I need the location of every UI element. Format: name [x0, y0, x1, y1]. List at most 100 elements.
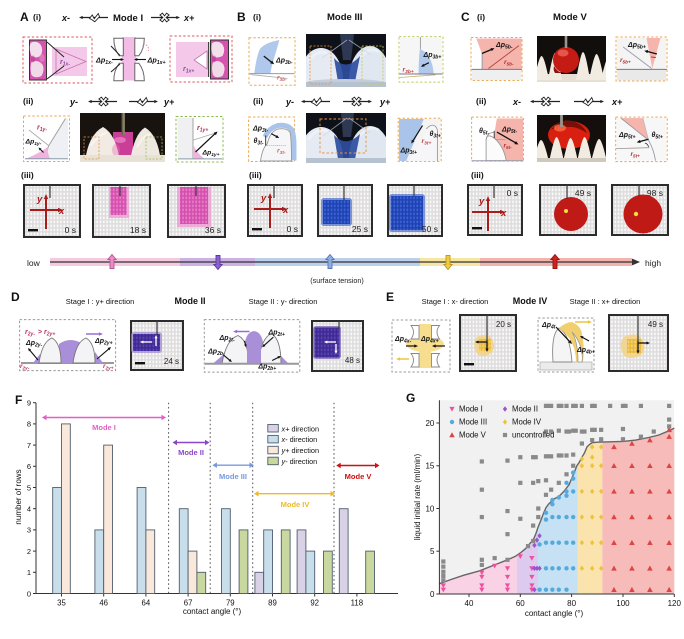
- svg-text:B: B: [237, 10, 246, 24]
- svg-text:(i): (i): [253, 12, 261, 22]
- svg-text:Mode II: Mode II: [512, 405, 538, 414]
- svg-text:Mode IV: Mode IV: [513, 296, 548, 306]
- svg-text:Mode III: Mode III: [219, 472, 247, 481]
- svg-text:6: 6: [27, 462, 31, 471]
- svg-text:Stage II : y- direction: Stage II : y- direction: [249, 297, 318, 306]
- svg-text:(iii): (iii): [21, 170, 34, 180]
- svg-text:35: 35: [57, 599, 66, 608]
- svg-text:F: F: [15, 393, 22, 407]
- svg-text:uncontrolled: uncontrolled: [512, 431, 554, 440]
- svg-text:49 s: 49 s: [575, 188, 591, 198]
- svg-text:25 s: 25 s: [352, 224, 368, 234]
- svg-text:Mode I: Mode I: [113, 13, 143, 24]
- svg-text:y-: y-: [285, 97, 294, 107]
- svg-text:0 s: 0 s: [287, 224, 298, 234]
- svg-text:(i): (i): [33, 12, 41, 22]
- svg-text:49 s: 49 s: [648, 320, 663, 329]
- svg-text:67: 67: [184, 599, 193, 608]
- svg-text:4: 4: [27, 505, 31, 514]
- svg-text:Mode V: Mode V: [345, 472, 372, 481]
- svg-text:(ii): (ii): [253, 96, 264, 106]
- svg-text:Mode IV: Mode IV: [512, 418, 542, 427]
- svg-text:D: D: [11, 290, 20, 304]
- svg-text:36 s: 36 s: [205, 225, 221, 235]
- svg-text:(ii): (ii): [476, 96, 487, 106]
- svg-text:48 s: 48 s: [345, 356, 360, 365]
- svg-text:2: 2: [27, 547, 31, 556]
- svg-text:x: x: [282, 205, 289, 216]
- svg-text:Mode III: Mode III: [459, 418, 487, 427]
- svg-text:Stage I : y+ direction: Stage I : y+ direction: [66, 297, 135, 306]
- svg-text:x- direction: x- direction: [281, 435, 318, 444]
- svg-text:3: 3: [27, 526, 31, 535]
- svg-text:x: x: [500, 208, 507, 219]
- svg-text:5: 5: [27, 483, 31, 492]
- svg-text:contact angle (°): contact angle (°): [183, 607, 242, 616]
- svg-text:60: 60: [516, 599, 525, 608]
- svg-text:79: 79: [226, 599, 235, 608]
- svg-text:98 s: 98 s: [647, 188, 663, 198]
- svg-text:high: high: [645, 258, 661, 268]
- svg-text:18 s: 18 s: [130, 225, 146, 235]
- svg-text:x+: x+: [183, 13, 195, 23]
- svg-text:0: 0: [430, 590, 435, 599]
- svg-text:89: 89: [268, 599, 277, 608]
- svg-text:low: low: [27, 258, 41, 268]
- svg-text:Mode I: Mode I: [92, 423, 116, 432]
- svg-text:Mode IV: Mode IV: [281, 500, 310, 509]
- svg-text:5: 5: [430, 547, 435, 556]
- svg-text:liquid initial rate (ml/min): liquid initial rate (ml/min): [413, 454, 422, 541]
- svg-text:y- direction: y- direction: [281, 457, 318, 466]
- svg-text:y+: y+: [379, 97, 391, 107]
- svg-text:x-: x-: [61, 13, 70, 23]
- svg-text:40: 40: [465, 599, 474, 608]
- svg-text:x+ direction: x+ direction: [281, 424, 320, 433]
- svg-text:x: x: [58, 206, 65, 217]
- svg-text:24 s: 24 s: [164, 357, 179, 366]
- svg-text:x-: x-: [512, 97, 521, 107]
- svg-text:7: 7: [27, 441, 31, 450]
- svg-text:15: 15: [425, 462, 434, 471]
- svg-text:80: 80: [567, 599, 576, 608]
- svg-text:118: 118: [351, 599, 363, 608]
- svg-text:A: A: [20, 10, 29, 24]
- svg-text:y+ direction: y+ direction: [281, 446, 320, 455]
- svg-text:0 s: 0 s: [507, 188, 518, 198]
- svg-text:Mode III: Mode III: [327, 12, 362, 23]
- svg-text:Stage I : x- direction: Stage I : x- direction: [422, 297, 489, 306]
- svg-text:10: 10: [425, 504, 434, 513]
- svg-text:92: 92: [310, 599, 319, 608]
- svg-text:>: >: [38, 329, 42, 336]
- svg-text:Mode I: Mode I: [459, 405, 483, 414]
- svg-text:y: y: [36, 194, 43, 205]
- svg-text:64: 64: [142, 599, 151, 608]
- svg-text:y+: y+: [163, 97, 175, 107]
- svg-text:Mode V: Mode V: [553, 12, 587, 23]
- svg-text:x+: x+: [611, 97, 623, 107]
- svg-text:120: 120: [668, 599, 682, 608]
- svg-text:contact angle (°): contact angle (°): [525, 609, 584, 618]
- svg-text:(surface tension): (surface tension): [310, 276, 364, 285]
- svg-text:number of rows: number of rows: [14, 469, 23, 524]
- svg-text:y: y: [478, 196, 485, 207]
- svg-text:20: 20: [425, 419, 434, 428]
- svg-text:Stage II : x+ direction: Stage II : x+ direction: [570, 297, 641, 306]
- svg-text:(iii): (iii): [249, 170, 262, 180]
- svg-text:Mode II: Mode II: [175, 296, 206, 306]
- svg-text:(iii): (iii): [471, 170, 484, 180]
- svg-text:9: 9: [27, 399, 31, 408]
- svg-text:Mode II: Mode II: [178, 448, 204, 457]
- svg-text:20 s: 20 s: [496, 320, 511, 329]
- svg-text:C: C: [461, 10, 470, 24]
- svg-text:0 s: 0 s: [65, 225, 76, 235]
- svg-text:100: 100: [616, 599, 630, 608]
- svg-text:Mode V: Mode V: [459, 431, 487, 440]
- svg-text:(i): (i): [477, 12, 485, 22]
- svg-text:E: E: [386, 290, 394, 304]
- svg-text:0: 0: [27, 589, 31, 598]
- svg-text:y: y: [260, 193, 267, 204]
- svg-text:G: G: [406, 391, 415, 405]
- svg-text:y-: y-: [69, 97, 78, 107]
- svg-text:8: 8: [27, 420, 31, 429]
- svg-text:(ii): (ii): [23, 96, 34, 106]
